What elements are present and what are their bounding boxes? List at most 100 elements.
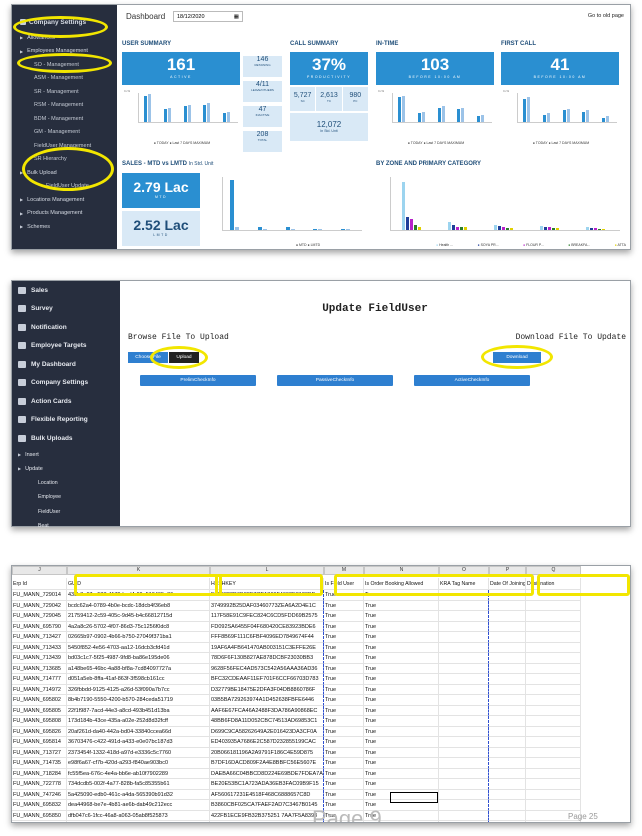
table-cell[interactable]: FU_MANN_729042 xyxy=(12,600,67,611)
table-cell[interactable] xyxy=(526,600,581,611)
table-cell[interactable]: dea44968-be7e-4b81-ae6b-dab49c212ecc xyxy=(67,800,210,811)
sidebar-item-products-management[interactable]: ▶ Products Management xyxy=(20,210,83,217)
table-cell[interactable]: 326fbbdd-9125-4125-a26d-53f090a7b7cc xyxy=(67,684,210,695)
table-cell[interactable]: True xyxy=(364,716,439,727)
passive-check-info-button[interactable]: PassiveCheckInfo xyxy=(277,375,393,386)
table-cell[interactable] xyxy=(439,758,489,769)
table-cell[interactable] xyxy=(526,779,581,790)
table-cell[interactable] xyxy=(526,611,581,622)
table-cell[interactable]: True xyxy=(364,684,439,695)
table-cell[interactable]: d051a5eb-8ffa-41af-863f-3f598cb161cc xyxy=(67,674,210,685)
table-cell[interactable]: True xyxy=(364,800,439,811)
table-cell[interactable]: B7DF16DACD809F2A4E8BBFC56E5607E xyxy=(210,758,324,769)
table-cell[interactable]: 2373454f-1332-418d-a97d-e3336c5c7760 xyxy=(67,747,210,758)
table-cell[interactable]: True xyxy=(324,821,364,822)
table-cell[interactable]: True xyxy=(324,716,364,727)
table-cell[interactable]: D32779BE18475E2DFA3F04DB8860786F xyxy=(210,684,324,695)
table-cell[interactable] xyxy=(489,684,526,695)
table-cell[interactable]: FU_MANN_695805 xyxy=(12,705,67,716)
sidebar-item-allowances[interactable]: ▶ Allowances xyxy=(20,34,55,41)
table-cell[interactable]: 173d184b-43ce-435a-a02e-252d8d32fcff xyxy=(67,716,210,727)
table-cell[interactable] xyxy=(489,726,526,737)
table-cell[interactable] xyxy=(526,716,581,727)
table-cell[interactable]: 20af261d-da40-442a-bd04-33840ccea66d xyxy=(67,726,210,737)
table-cell[interactable] xyxy=(489,653,526,664)
table-cell[interactable]: 9473DEB967CE13AC55B19335425AED16 xyxy=(210,821,324,822)
table-cell[interactable] xyxy=(439,705,489,716)
table-cell[interactable] xyxy=(489,747,526,758)
table-cell[interactable]: True xyxy=(324,705,364,716)
table-cell[interactable]: True xyxy=(364,758,439,769)
active-check-info-button[interactable]: ActiveCheckInfo xyxy=(414,375,530,386)
table-cell[interactable] xyxy=(489,821,526,822)
table-cell[interactable]: True xyxy=(364,768,439,779)
table-cell[interactable]: FU_MANN_729014 xyxy=(12,590,67,601)
table-cell[interactable]: True xyxy=(364,779,439,790)
sidebar-item-employee[interactable]: Employee xyxy=(38,494,62,501)
table-cell[interactable]: True xyxy=(364,705,439,716)
table-cell[interactable]: True xyxy=(324,737,364,748)
header-cell[interactable]: Designation xyxy=(526,578,581,590)
table-cell[interactable] xyxy=(489,663,526,674)
table-cell[interactable] xyxy=(439,663,489,674)
table-cell[interactable]: FU_MANN_713685 xyxy=(12,663,67,674)
table-cell[interactable]: True xyxy=(364,663,439,674)
table-cell[interactable]: FU_MANN_714735 xyxy=(12,758,67,769)
table-cell[interactable]: BFC32CDEAAF11EF701F6CCF66703D783 xyxy=(210,674,324,685)
date-input[interactable]: 18/12/2020 ▦ xyxy=(173,11,243,22)
table-cell[interactable]: FU_MANN_713433 xyxy=(12,642,67,653)
table-cell[interactable]: 03B5BA729263974A1D452638FBFE6446 xyxy=(210,695,324,706)
sidebar-item-fielduser[interactable]: FieldUser xyxy=(38,508,61,515)
table-cell[interactable]: 21759412-2c59-405c-9d45-b4c66812715d xyxy=(67,611,210,622)
table-cell[interactable] xyxy=(526,674,581,685)
table-cell[interactable] xyxy=(439,621,489,632)
table-cell[interactable] xyxy=(439,684,489,695)
table-cell[interactable] xyxy=(439,800,489,811)
table-cell[interactable]: True xyxy=(324,758,364,769)
table-cell[interactable]: True xyxy=(324,789,364,800)
table-cell[interactable]: FU_MANN_722778 xyxy=(12,779,67,790)
table-cell[interactable]: 02665b97-0902-4b66-b750-27049f371ba1 xyxy=(67,632,210,643)
table-cell[interactable]: FU_MANN_695790 xyxy=(12,621,67,632)
table-cell[interactable] xyxy=(526,726,581,737)
table-cell[interactable]: True xyxy=(324,663,364,674)
table-cell[interactable] xyxy=(526,737,581,748)
table-cell[interactable]: FU_MANN_695826 xyxy=(12,726,67,737)
sidebar-item-schemes[interactable]: ▶ Schemes xyxy=(20,223,51,230)
table-cell[interactable]: 19AF6A4FB641470AB003151C3EFFE26E xyxy=(210,642,324,653)
table-cell[interactable]: FU_MANN_695850 xyxy=(12,810,67,821)
table-cell[interactable]: True xyxy=(364,821,439,822)
sidebar-item-update[interactable]: ▶ Update xyxy=(18,465,43,472)
sidebar-item-locations-management[interactable]: ▶ Locations Management xyxy=(20,196,85,203)
table-cell[interactable]: FD092SA6455F04F680420CE83923BDE6 xyxy=(210,621,324,632)
table-cell[interactable] xyxy=(439,632,489,643)
sidebar-item-sr-management[interactable]: SR - Management xyxy=(34,88,79,95)
table-cell[interactable]: True xyxy=(324,653,364,664)
header-cell[interactable]: Is Field User xyxy=(324,578,364,590)
table-cell[interactable]: ED403935A7686E2C587D232855199CAC xyxy=(210,737,324,748)
table-cell[interactable] xyxy=(489,779,526,790)
sidebar-item-asm-management[interactable]: ASM - Management xyxy=(34,75,83,82)
table-cell[interactable] xyxy=(439,737,489,748)
sidebar-item-survey[interactable]: Survey xyxy=(12,300,120,319)
table-cell[interactable] xyxy=(439,642,489,653)
table-cell[interactable] xyxy=(489,621,526,632)
table-cell[interactable] xyxy=(439,810,489,821)
table-cell[interactable] xyxy=(489,611,526,622)
table-cell[interactable] xyxy=(439,611,489,622)
header-cell[interactable]: Erp Id xyxy=(12,578,67,590)
sidebar-item-employees-management[interactable]: ▶ Employees Management xyxy=(20,48,88,55)
table-cell[interactable]: True xyxy=(364,789,439,800)
table-cell[interactable] xyxy=(489,642,526,653)
table-cell[interactable]: True xyxy=(324,632,364,643)
table-cell[interactable] xyxy=(439,768,489,779)
table-cell[interactable]: 22f1f987-7acd-44e3-a8cd-493b451d13ba xyxy=(67,705,210,716)
table-cell[interactable] xyxy=(526,705,581,716)
calendar-icon[interactable]: ▦ xyxy=(233,14,239,20)
table-cell[interactable]: 36703476-c422-491d-a433-e0e07bc187d3 xyxy=(67,737,210,748)
table-cell[interactable] xyxy=(439,779,489,790)
sidebar-item-fielduser-management[interactable]: FieldUser Management xyxy=(34,142,92,149)
table-cell[interactable] xyxy=(489,758,526,769)
sidebar-item-bulk-uploads[interactable]: Bulk Uploads xyxy=(12,429,120,448)
table-cell[interactable]: True xyxy=(324,600,364,611)
